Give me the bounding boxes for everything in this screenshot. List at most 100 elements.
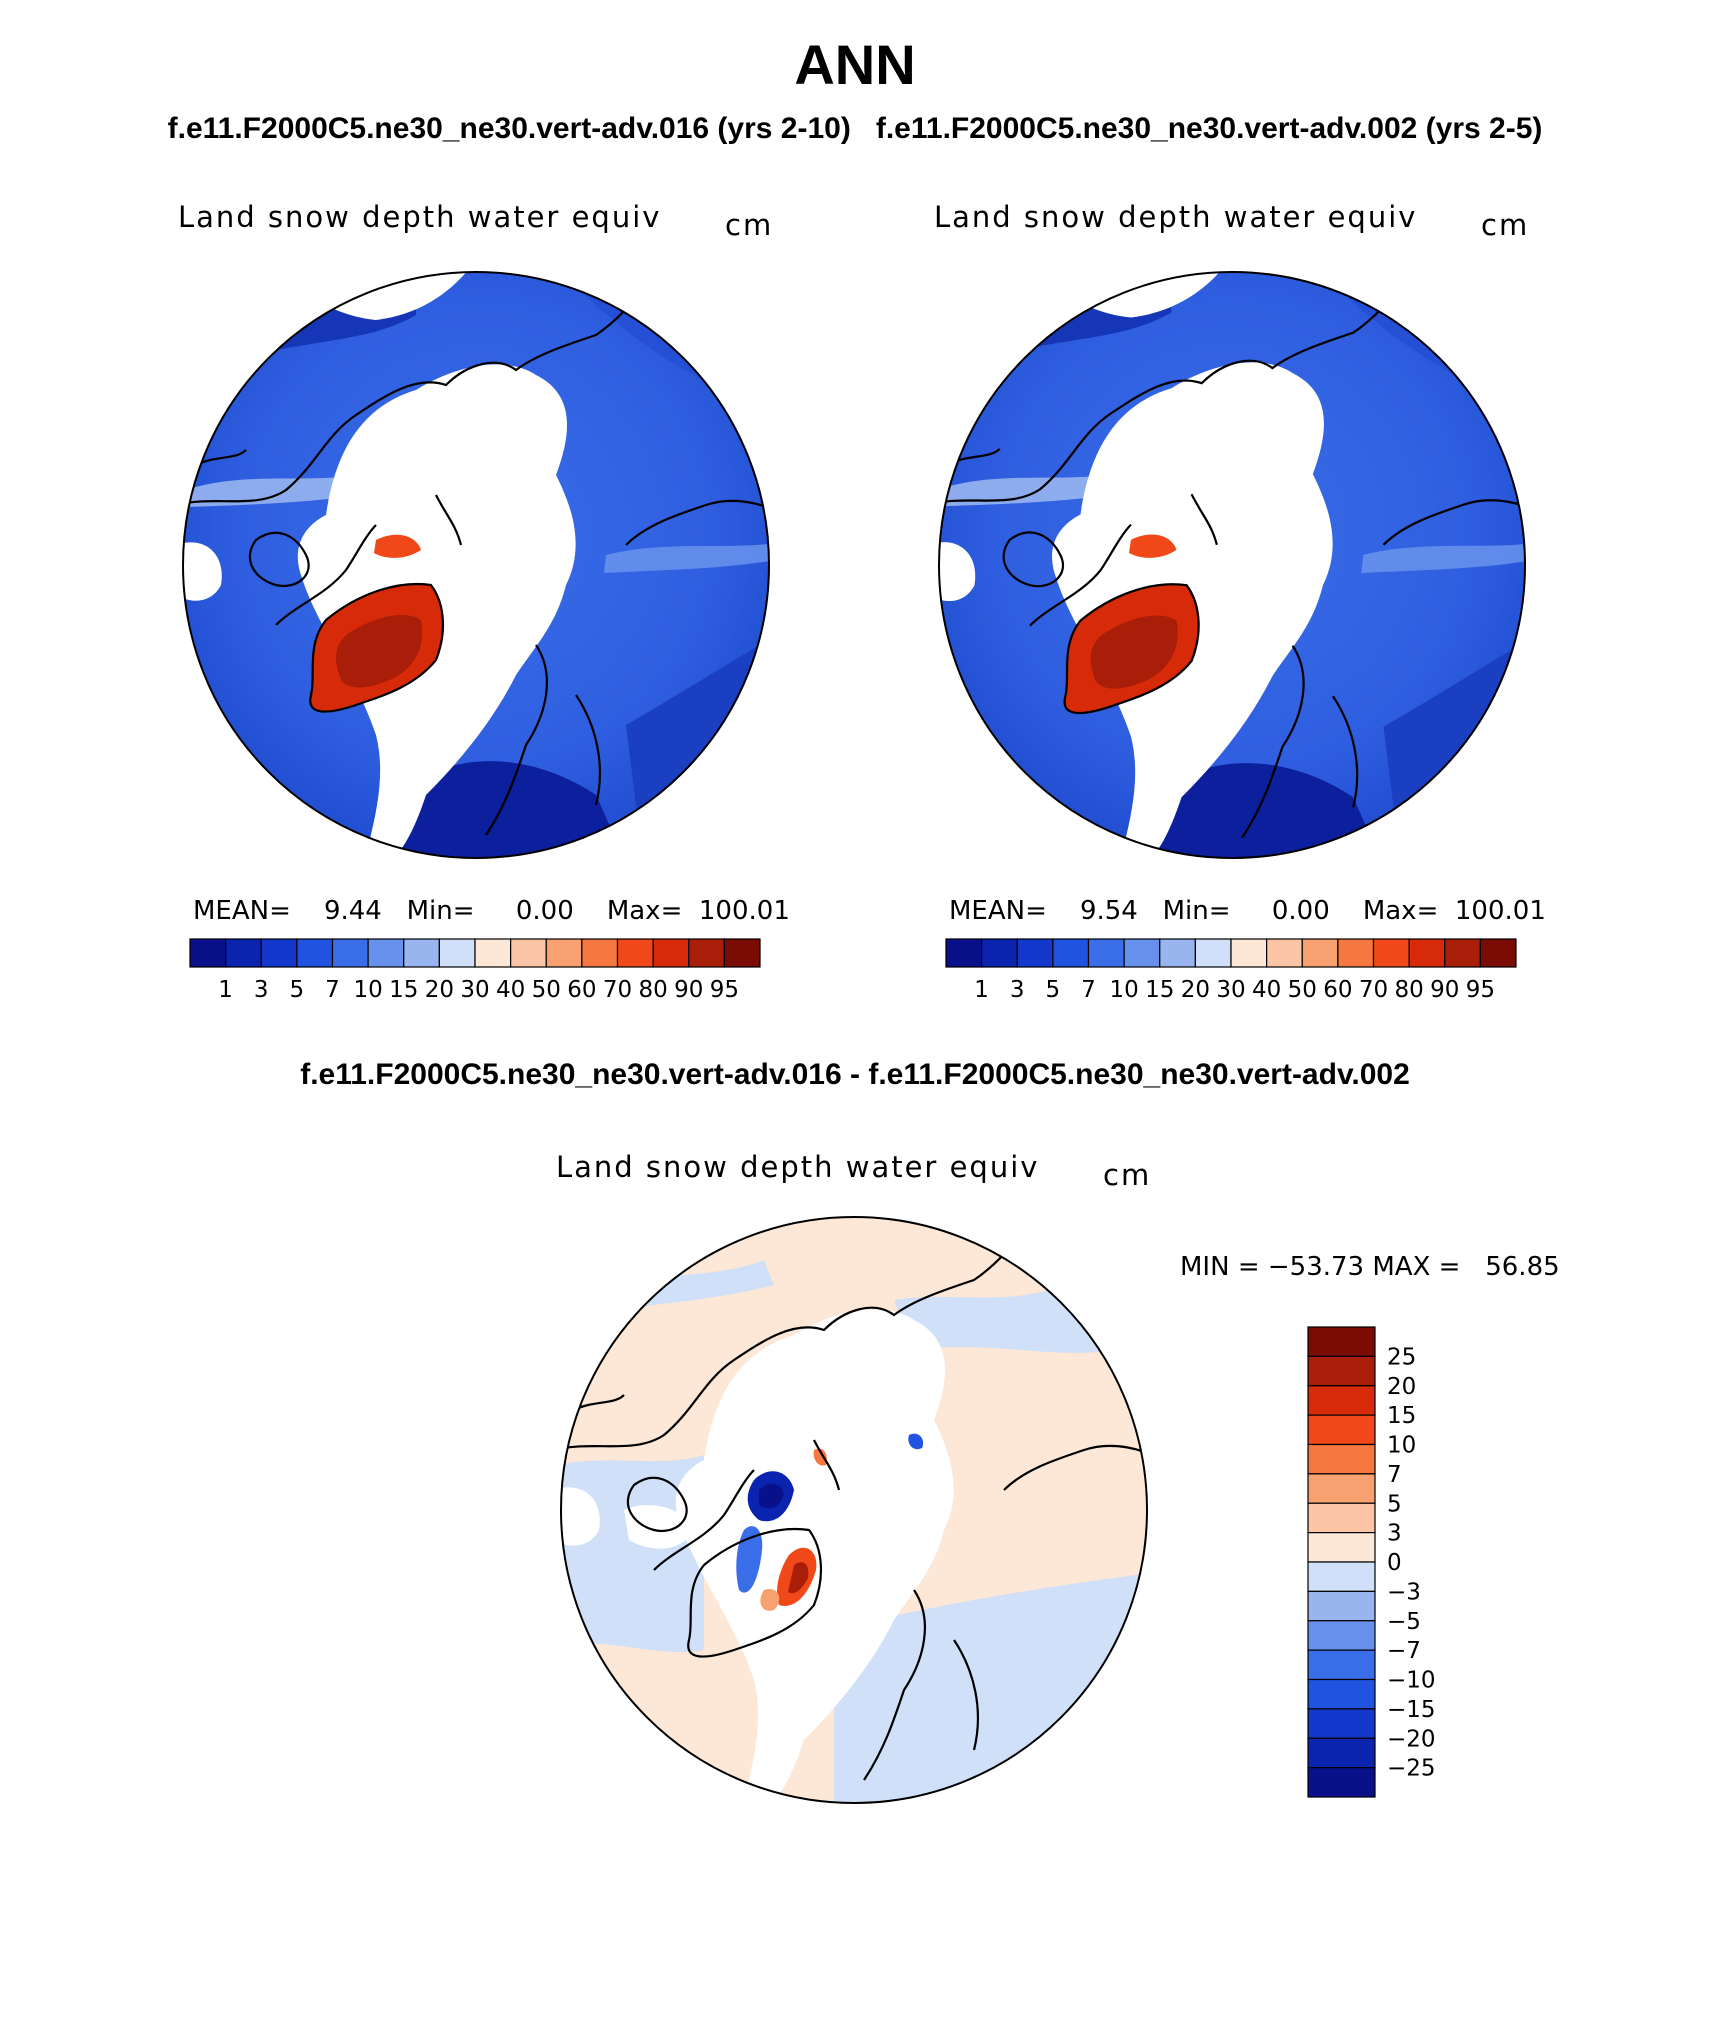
colorbar-swatch bbox=[1266, 938, 1303, 968]
colorbar-swatch bbox=[1307, 1473, 1376, 1504]
colorbar-swatch bbox=[474, 938, 512, 968]
colorbar-tick-label: 10 bbox=[1109, 977, 1138, 1003]
colorbar-swatch bbox=[1307, 1385, 1376, 1416]
colorbar-swatch bbox=[1337, 938, 1375, 968]
colorbar-tick-label: 70 bbox=[1359, 977, 1388, 1003]
colorbar-swatch bbox=[1052, 938, 1090, 968]
colorbar-tick-label: 10 bbox=[353, 977, 382, 1003]
colorbar-tick-label: 5 bbox=[1387, 1491, 1402, 1517]
colorbar-swatch bbox=[1307, 1737, 1376, 1769]
colorbar-tick-label: 90 bbox=[674, 977, 703, 1003]
colorbar-swatch bbox=[1307, 1561, 1376, 1592]
colorbar-swatch bbox=[1307, 1355, 1376, 1387]
colorbar-tick-label: 30 bbox=[1216, 977, 1245, 1003]
colorbar-swatch bbox=[296, 938, 334, 968]
colorbar-tick-label: 5 bbox=[290, 977, 305, 1003]
panel1-colorbar: 1 3 5 7 10 15 20 30 40 50 60 70 80 90 95 bbox=[189, 938, 761, 1003]
panel3-field-title: Land snow depth water equiv bbox=[556, 1150, 1040, 1184]
colorbar-swatch bbox=[1301, 938, 1339, 968]
panel2-stats: MEAN= 9.54 Min= 0.00 Max= 100.01 bbox=[949, 896, 1546, 926]
colorbar-swatch bbox=[1159, 938, 1196, 968]
colorbar-swatch bbox=[1408, 938, 1446, 968]
colorbar-tick-label: 50 bbox=[532, 977, 561, 1003]
colorbar-swatch bbox=[189, 938, 227, 968]
colorbar-swatch bbox=[652, 938, 690, 968]
colorbar-tick-label: 95 bbox=[710, 977, 739, 1003]
colorbar-tick-label: 80 bbox=[1394, 977, 1423, 1003]
colorbar-swatch bbox=[688, 938, 725, 968]
colorbar-tick-label: 25 bbox=[1387, 1344, 1416, 1370]
panel1-stats: MEAN= 9.44 Min= 0.00 Max= 100.01 bbox=[193, 896, 790, 926]
panel1-map bbox=[182, 271, 770, 859]
colorbar-swatch bbox=[1307, 1620, 1376, 1651]
colorbar-swatch bbox=[581, 938, 619, 968]
colorbar-tick-label: 7 bbox=[1081, 977, 1096, 1003]
colorbar-tick-label: 15 bbox=[1145, 977, 1174, 1003]
colorbar-swatch bbox=[1479, 938, 1517, 968]
colorbar-tick-label: 15 bbox=[1387, 1403, 1416, 1429]
difference-title: f.e11.F2000C5.ne30_ne30.vert-adv.016 - f… bbox=[300, 1058, 1410, 1091]
colorbar-tick-label: 20 bbox=[1181, 977, 1210, 1003]
colorbar-tick-label: 30 bbox=[460, 977, 489, 1003]
panel2-field-title: Land snow depth water equiv bbox=[934, 200, 1418, 234]
colorbar-tick-label: 5 bbox=[1046, 977, 1061, 1003]
colorbar-swatch bbox=[545, 938, 583, 968]
colorbar-swatch bbox=[1123, 938, 1161, 968]
case-titles: f.e11.F2000C5.ne30_ne30.vert-adv.016 (yr… bbox=[0, 112, 1710, 146]
colorbar-swatch bbox=[1307, 1443, 1376, 1475]
colorbar-tick-label: −10 bbox=[1387, 1668, 1436, 1694]
colorbar-tick-label: 7 bbox=[1387, 1462, 1402, 1488]
panel1-field-title: Land snow depth water equiv bbox=[178, 200, 662, 234]
colorbar-tick-label: 1 bbox=[218, 977, 233, 1003]
case-b-title: f.e11.F2000C5.ne30_ne30.vert-adv.002 (yr… bbox=[875, 112, 1543, 145]
colorbar-swatch bbox=[1307, 1590, 1376, 1622]
colorbar-tick-label: −15 bbox=[1387, 1697, 1436, 1723]
page-title: ANN bbox=[794, 33, 916, 96]
colorbar-tick-label: 3 bbox=[1010, 977, 1025, 1003]
colorbar-tick-label: 70 bbox=[603, 977, 632, 1003]
colorbar-tick-label: 3 bbox=[254, 977, 269, 1003]
colorbar-swatch bbox=[1016, 938, 1054, 968]
colorbar-swatch bbox=[331, 938, 369, 968]
colorbar-swatch bbox=[403, 938, 440, 968]
colorbar-tick-label: 1 bbox=[974, 977, 989, 1003]
colorbar-swatch bbox=[945, 938, 983, 968]
colorbar-swatch bbox=[1194, 938, 1232, 968]
colorbar-swatch bbox=[367, 938, 405, 968]
colorbar-swatch bbox=[723, 938, 761, 968]
colorbar-tick-label: 20 bbox=[1387, 1374, 1416, 1400]
colorbar-swatch bbox=[510, 938, 547, 968]
colorbar-tick-label: 50 bbox=[1288, 977, 1317, 1003]
colorbar-tick-label: 3 bbox=[1387, 1521, 1402, 1547]
colorbar-tick-label: −7 bbox=[1387, 1638, 1421, 1664]
colorbar-swatch bbox=[1230, 938, 1268, 968]
colorbar-swatch bbox=[616, 938, 654, 968]
panel2-colorbar: 1 3 5 7 10 15 20 30 40 50 60 70 80 90 95 bbox=[945, 938, 1517, 1003]
colorbar-tick-label: −5 bbox=[1387, 1609, 1421, 1635]
panel3-units: cm bbox=[1103, 1158, 1152, 1192]
colorbar-swatch bbox=[1087, 938, 1125, 968]
colorbar-swatch bbox=[1307, 1532, 1376, 1563]
colorbar-tick-label: 90 bbox=[1430, 977, 1459, 1003]
colorbar-swatch bbox=[1372, 938, 1410, 968]
colorbar-tick-label: 20 bbox=[425, 977, 454, 1003]
colorbar-tick-label: 40 bbox=[1252, 977, 1281, 1003]
colorbar-swatch bbox=[1307, 1708, 1376, 1739]
panel2-map bbox=[938, 271, 1526, 859]
colorbar-tick-label: 60 bbox=[567, 977, 596, 1003]
colorbar-swatch bbox=[225, 938, 262, 968]
colorbar-swatch bbox=[1307, 1649, 1376, 1681]
colorbar-swatch bbox=[981, 938, 1018, 968]
colorbar-tick-label: −20 bbox=[1387, 1726, 1436, 1752]
panel1-units: cm bbox=[725, 208, 774, 242]
colorbar-tick-label: 15 bbox=[389, 977, 418, 1003]
colorbar-tick-label: 10 bbox=[1387, 1433, 1416, 1459]
colorbar-swatch bbox=[1444, 938, 1481, 968]
panel3-map bbox=[560, 1216, 1148, 1804]
colorbar-tick-label: 7 bbox=[325, 977, 340, 1003]
colorbar-tick-label: 60 bbox=[1323, 977, 1352, 1003]
colorbar-swatch bbox=[1307, 1502, 1376, 1534]
panel3-colorbar: 25 20 15 10 7 5 3 0 −3 −5 −7 −10 −15 −20 −25 bbox=[1307, 1326, 1436, 1798]
colorbar-swatch bbox=[1307, 1414, 1376, 1446]
